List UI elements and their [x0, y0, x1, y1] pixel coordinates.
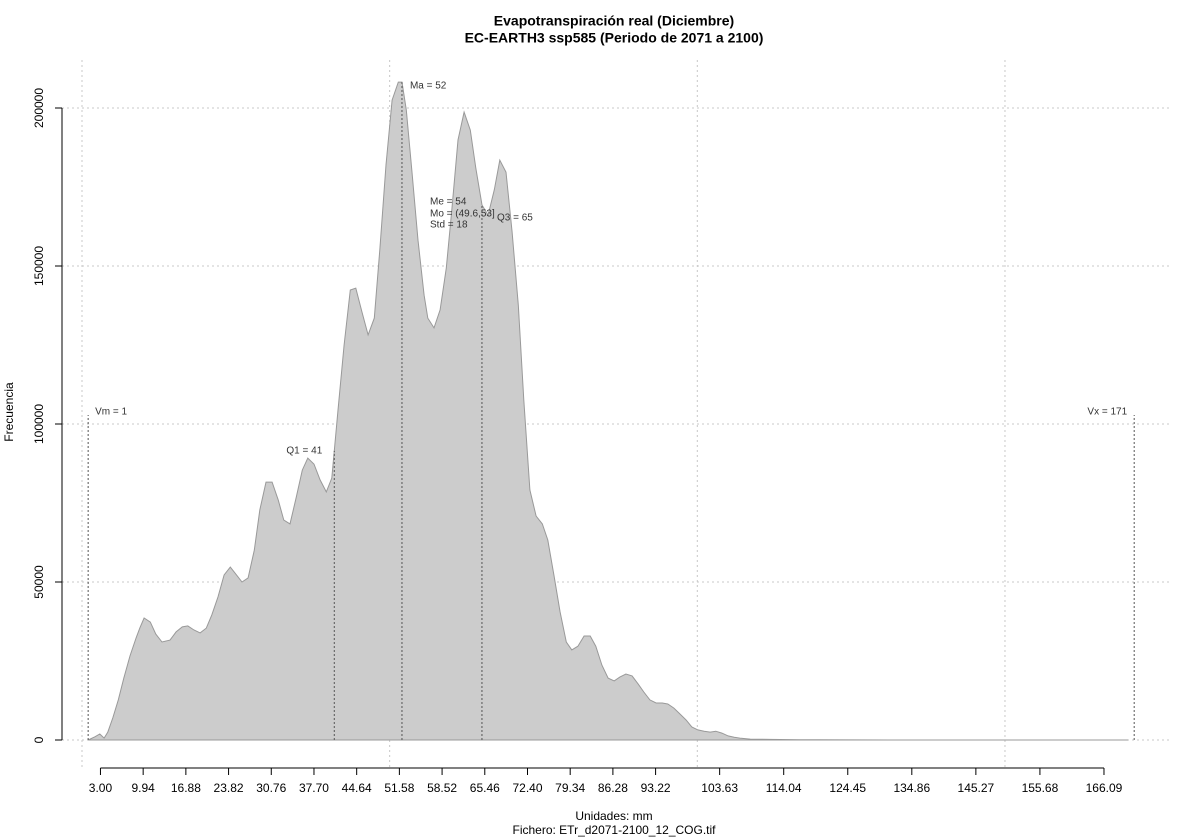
annotation: Std = 18	[430, 220, 468, 231]
annotation: Vm = 1	[95, 407, 127, 418]
x-tick-label: 23.82	[214, 781, 244, 795]
x-tick-label: 166.09	[1086, 781, 1123, 795]
chart-subtitle: EC-EARTH3 ssp585 (Periodo de 2071 a 2100…	[465, 30, 764, 46]
annotation: Ma = 52	[410, 81, 447, 92]
y-tick-label: 100000	[32, 404, 46, 444]
x-tick-label: 65.46	[470, 781, 500, 795]
area	[87, 81, 1129, 741]
y-tick-label: 150000	[32, 246, 46, 286]
x-tick-label: 103.63	[701, 781, 738, 795]
y-axis-label: Frecuencia	[2, 382, 16, 442]
x-tick-label: 37.70	[299, 781, 329, 795]
x-tick-label: 124.45	[829, 781, 866, 795]
y-tick-label: 0	[32, 736, 46, 743]
annotation: Me = 54	[430, 197, 467, 208]
x-tick-label: 58.52	[427, 781, 457, 795]
x-tick-label: 86.28	[598, 781, 628, 795]
annotation: Q3 = 65	[497, 213, 533, 224]
y-tick-label: 50000	[32, 565, 46, 599]
x-tick-label: 145.27	[958, 781, 995, 795]
x-tick-label: 155.68	[1022, 781, 1059, 795]
x-tick-label: 114.04	[766, 781, 802, 795]
annotation: Vx = 171	[1087, 407, 1127, 418]
chart-title: Evapotranspiración real (Diciembre)	[494, 13, 734, 29]
x-tick-label: 51.58	[384, 781, 414, 795]
annotation: Q1 = 41	[286, 446, 322, 457]
caption: Fichero: ETr_d2071-2100_12_COG.tif	[513, 823, 717, 837]
annotation: Mo = (49.6,53]	[430, 209, 495, 220]
x-tick-label: 79.34	[555, 781, 585, 795]
x-tick-label: 93.22	[641, 781, 671, 795]
y-tick-label: 200000	[32, 88, 46, 128]
x-tick-label: 44.64	[342, 781, 372, 795]
x-tick-label: 30.76	[256, 781, 286, 795]
x-tick-label: 16.88	[171, 781, 201, 795]
x-tick-label: 9.94	[131, 781, 155, 795]
x-tick-label: 72.40	[512, 781, 542, 795]
x-tick-label: 3.00	[89, 781, 113, 795]
x-tick-label: 134.86	[893, 781, 930, 795]
x-axis-label: Unidades: mm	[575, 809, 652, 823]
